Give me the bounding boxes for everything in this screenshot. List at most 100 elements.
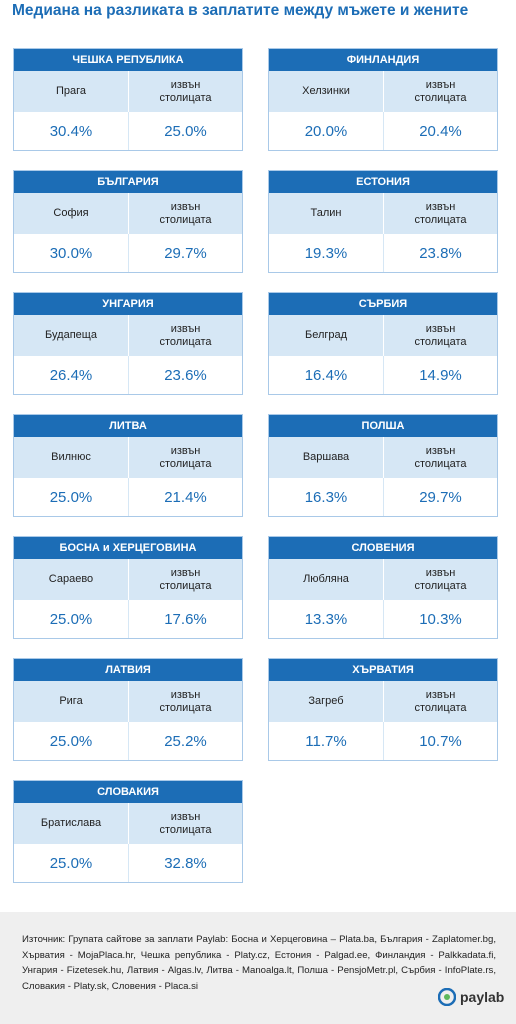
capital-label: Сараево: [48, 573, 94, 585]
capital-value: 25.0%: [49, 854, 93, 872]
country-header: СЛОВАКИЯ: [14, 781, 242, 803]
capital-value: 16.4%: [304, 366, 348, 384]
value-row: 20.0% 20.4%: [269, 112, 497, 150]
capital-value: 30.4%: [49, 122, 93, 140]
label-row: Прага извън столицата: [14, 71, 242, 112]
capital-value: 20.0%: [304, 122, 348, 140]
capital-value: 19.3%: [304, 244, 348, 262]
country-card: ЛАТВИЯ Рига извън столицата 25.0% 25.2%: [13, 658, 243, 761]
logo: paylab: [438, 988, 504, 1006]
outside-label: извън столицата: [128, 315, 242, 356]
country-card: ЛИТВА Вилнюс извън столицата 25.0% 21.4%: [13, 414, 243, 517]
label-row: Хелзинки извън столицата: [269, 71, 497, 112]
country-card: ФИНЛАНДИЯ Хелзинки извън столицата 20.0% 20.…: [268, 48, 498, 151]
capital-label: София: [53, 207, 89, 219]
outside-label: извън столицата: [383, 559, 497, 600]
capital-value: 25.0%: [49, 488, 93, 506]
value-row: 16.3% 29.7%: [269, 478, 497, 516]
outside-value: 17.6%: [128, 600, 242, 638]
capital-label: Братислава: [40, 817, 102, 829]
label-row: Загреб извън столицата: [269, 681, 497, 722]
country-header: ЛИТВА: [14, 415, 242, 437]
country-card: СЪРБИЯ Белград извън столицата 16.4% 14.9%: [268, 292, 498, 395]
label-row: Вилнюс извън столицата: [14, 437, 242, 478]
country-header: ЛАТВИЯ: [14, 659, 242, 681]
country-card: БЪЛГАРИЯ София извън столицата 30.0% 29.7%: [13, 170, 243, 273]
country-card: СЛОВАКИЯ Братислава извън столицата 25.0% 32…: [13, 780, 243, 883]
country-header: ФИНЛАНДИЯ: [269, 49, 497, 71]
source-note: Източник: Групата сайтове за заплати Pay…: [22, 934, 496, 992]
label-row: Белград извън столицата: [269, 315, 497, 356]
title: Медиана на разликата в заплатите между м…: [12, 2, 469, 19]
country-header: ЧЕШКА РЕПУБЛИКА: [14, 49, 242, 71]
capital-label: Прага: [55, 85, 87, 97]
value-row: 11.7% 10.7%: [269, 722, 497, 760]
value-row: 25.0% 17.6%: [14, 600, 242, 638]
country-card: ЧЕШКА РЕПУБЛИКА Прага извън столицата 30.4%…: [13, 48, 243, 151]
capital-value: 30.0%: [49, 244, 93, 262]
country-card: ЕСТОНИЯ Талин извън столицата 19.3% 23.8%: [268, 170, 498, 273]
capital-value: 13.3%: [304, 610, 348, 628]
outside-label: извън столицата: [383, 437, 497, 478]
outside-value: 25.2%: [128, 722, 242, 760]
outside-label: извън столицата: [128, 71, 242, 112]
label-row: Варшава извън столицата: [269, 437, 497, 478]
value-row: 25.0% 25.2%: [14, 722, 242, 760]
country-card: ПОЛША Варшава извън столицата 16.3% 29.7%: [268, 414, 498, 517]
label-row: София извън столицата: [14, 193, 242, 234]
outside-value: 32.8%: [128, 844, 242, 882]
value-row: 26.4% 23.6%: [14, 356, 242, 394]
outside-value: 23.8%: [383, 234, 497, 272]
capital-label: Вилнюс: [51, 451, 91, 463]
outside-value: 29.7%: [128, 234, 242, 272]
capital-label: Хелзинки: [302, 85, 350, 97]
country-header: СЛОВЕНИЯ: [269, 537, 497, 559]
country-card: ХЪРВАТИЯ Загреб извън столицата 11.7% 10.7%: [268, 658, 498, 761]
capital-label: Рига: [59, 695, 83, 707]
value-row: 30.4% 25.0%: [14, 112, 242, 150]
country-card: СЛОВЕНИЯ Любляна извън столицата 13.3% 10.3%: [268, 536, 498, 639]
capital-value: 11.7%: [305, 732, 347, 750]
outside-label: извън столицата: [383, 71, 497, 112]
country-header: ПОЛША: [269, 415, 497, 437]
value-row: 16.4% 14.9%: [269, 356, 497, 394]
capital-label: Варшава: [302, 451, 350, 463]
country-header: УНГАРИЯ: [14, 293, 242, 315]
capital-label: Талин: [310, 207, 342, 219]
logo-text: paylab: [460, 989, 505, 1005]
label-row: Любляна извън столицата: [269, 559, 497, 600]
label-row: Сараево извън столицата: [14, 559, 242, 600]
country-header: ЕСТОНИЯ: [269, 171, 497, 193]
logo-icon: [438, 988, 456, 1006]
capital-value: 16.3%: [304, 488, 348, 506]
label-row: Братислава извън столицата: [14, 803, 242, 844]
outside-value: 20.4%: [383, 112, 497, 150]
outside-label: извън столицата: [128, 681, 242, 722]
capital-value: 26.4%: [49, 366, 93, 384]
country-header: БОСНА и ХЕРЦЕГОВИНА: [14, 537, 242, 559]
capital-label: Белград: [304, 329, 348, 341]
country-header: СЪРБИЯ: [269, 293, 497, 315]
country-header: БЪЛГАРИЯ: [14, 171, 242, 193]
capital-label: Будапеща: [45, 329, 97, 341]
outside-label: извън столицата: [128, 193, 242, 234]
country-card: УНГАРИЯ Будапеща извън столицата 26.4% 23.6%: [13, 292, 243, 395]
outside-label: извън столицата: [128, 437, 242, 478]
value-row: 25.0% 21.4%: [14, 478, 242, 516]
label-row: Талин извън столицата: [269, 193, 497, 234]
capital-value: 25.0%: [49, 610, 93, 628]
value-row: 13.3% 10.3%: [269, 600, 497, 638]
capital-label: Любляна: [303, 573, 349, 585]
outside-label: извън столицата: [383, 681, 497, 722]
label-row: Рига извън столицата: [14, 681, 242, 722]
outside-label: извън столицата: [128, 803, 242, 844]
country-card: БОСНА и ХЕРЦЕГОВИНА Сараево извън столицат…: [13, 536, 243, 639]
capital-label: Загреб: [308, 695, 344, 707]
outside-value: 21.4%: [128, 478, 242, 516]
outside-value: 29.7%: [383, 478, 497, 516]
outside-label: извън столицата: [383, 315, 497, 356]
value-row: 19.3% 23.8%: [269, 234, 497, 272]
outside-value: 10.7%: [383, 722, 497, 760]
outside-value: 23.6%: [128, 356, 242, 394]
